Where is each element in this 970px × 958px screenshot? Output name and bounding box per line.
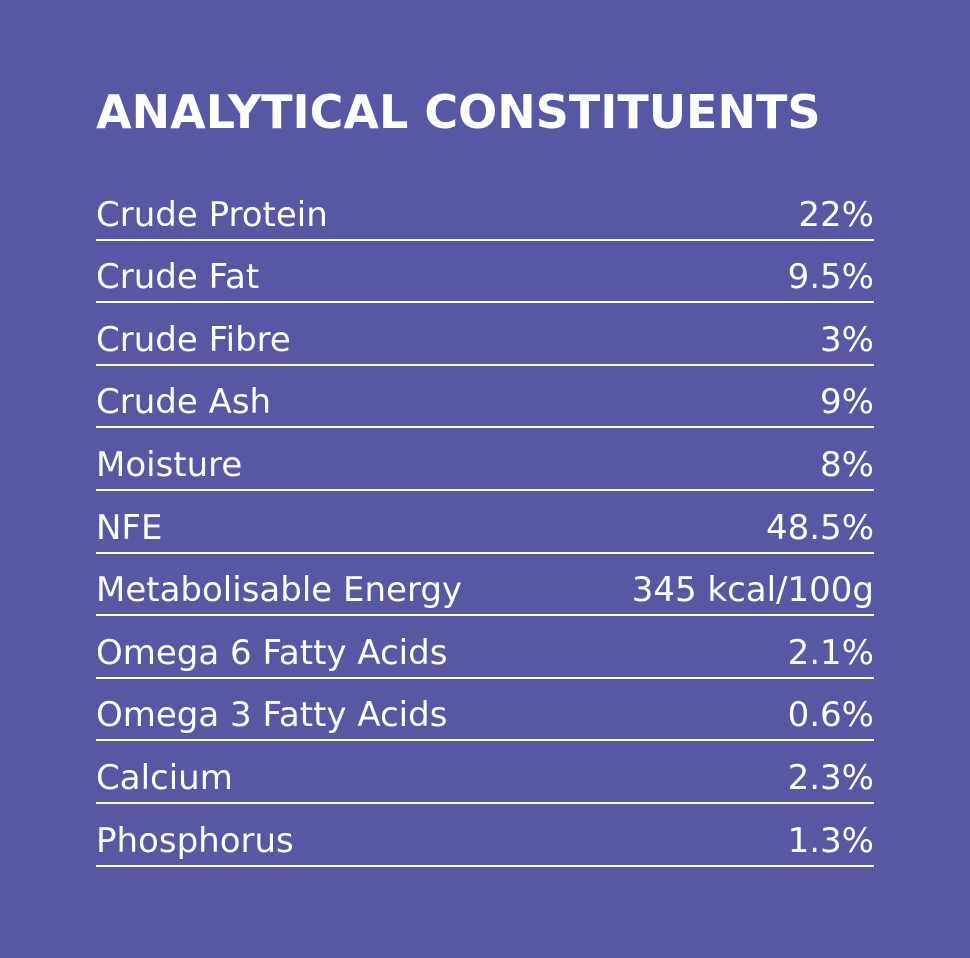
table-row: Omega 3 Fatty Acids 0.6% — [96, 679, 874, 742]
table-row: Crude Ash 9% — [96, 366, 874, 429]
table-row: Omega 6 Fatty Acids 2.1% — [96, 616, 874, 679]
row-value: 8% — [820, 444, 874, 485]
table-row: Crude Protein 22% — [96, 178, 874, 241]
row-label: NFE — [96, 507, 163, 548]
table-row: NFE 48.5% — [96, 491, 874, 554]
table-row: Crude Fibre 3% — [96, 303, 874, 366]
row-value: 22% — [798, 194, 874, 235]
row-label: Omega 6 Fatty Acids — [96, 632, 448, 673]
row-label: Crude Fat — [96, 257, 260, 298]
panel-title: ANALYTICAL CONSTITUENTS — [96, 85, 821, 139]
row-label: Metabolisable Energy — [96, 570, 463, 611]
row-value: 345 kcal/100g — [631, 570, 874, 611]
row-label: Crude Fibre — [96, 319, 291, 360]
row-value: 48.5% — [765, 507, 874, 548]
row-value: 1.3% — [787, 820, 874, 861]
table-row: Metabolisable Energy 345 kcal/100g — [96, 554, 874, 617]
table-row: Phosphorus 1.3% — [96, 804, 874, 867]
table-row: Moisture 8% — [96, 428, 874, 491]
row-value: 3% — [820, 319, 874, 360]
row-value: 0.6% — [787, 695, 874, 736]
row-label: Omega 3 Fatty Acids — [96, 695, 448, 736]
row-value: 2.1% — [787, 632, 874, 673]
row-label: Moisture — [96, 444, 243, 485]
constituents-table: Crude Protein 22% Crude Fat 9.5% Crude F… — [96, 178, 874, 867]
row-label: Phosphorus — [96, 820, 294, 861]
table-row: Crude Fat 9.5% — [96, 241, 874, 304]
row-value: 2.3% — [787, 757, 874, 798]
row-value: 9% — [820, 382, 874, 423]
row-value: 9.5% — [787, 257, 874, 298]
row-label: Crude Ash — [96, 382, 272, 423]
row-label: Crude Protein — [96, 194, 328, 235]
table-row: Calcium 2.3% — [96, 741, 874, 804]
row-label: Calcium — [96, 757, 233, 798]
